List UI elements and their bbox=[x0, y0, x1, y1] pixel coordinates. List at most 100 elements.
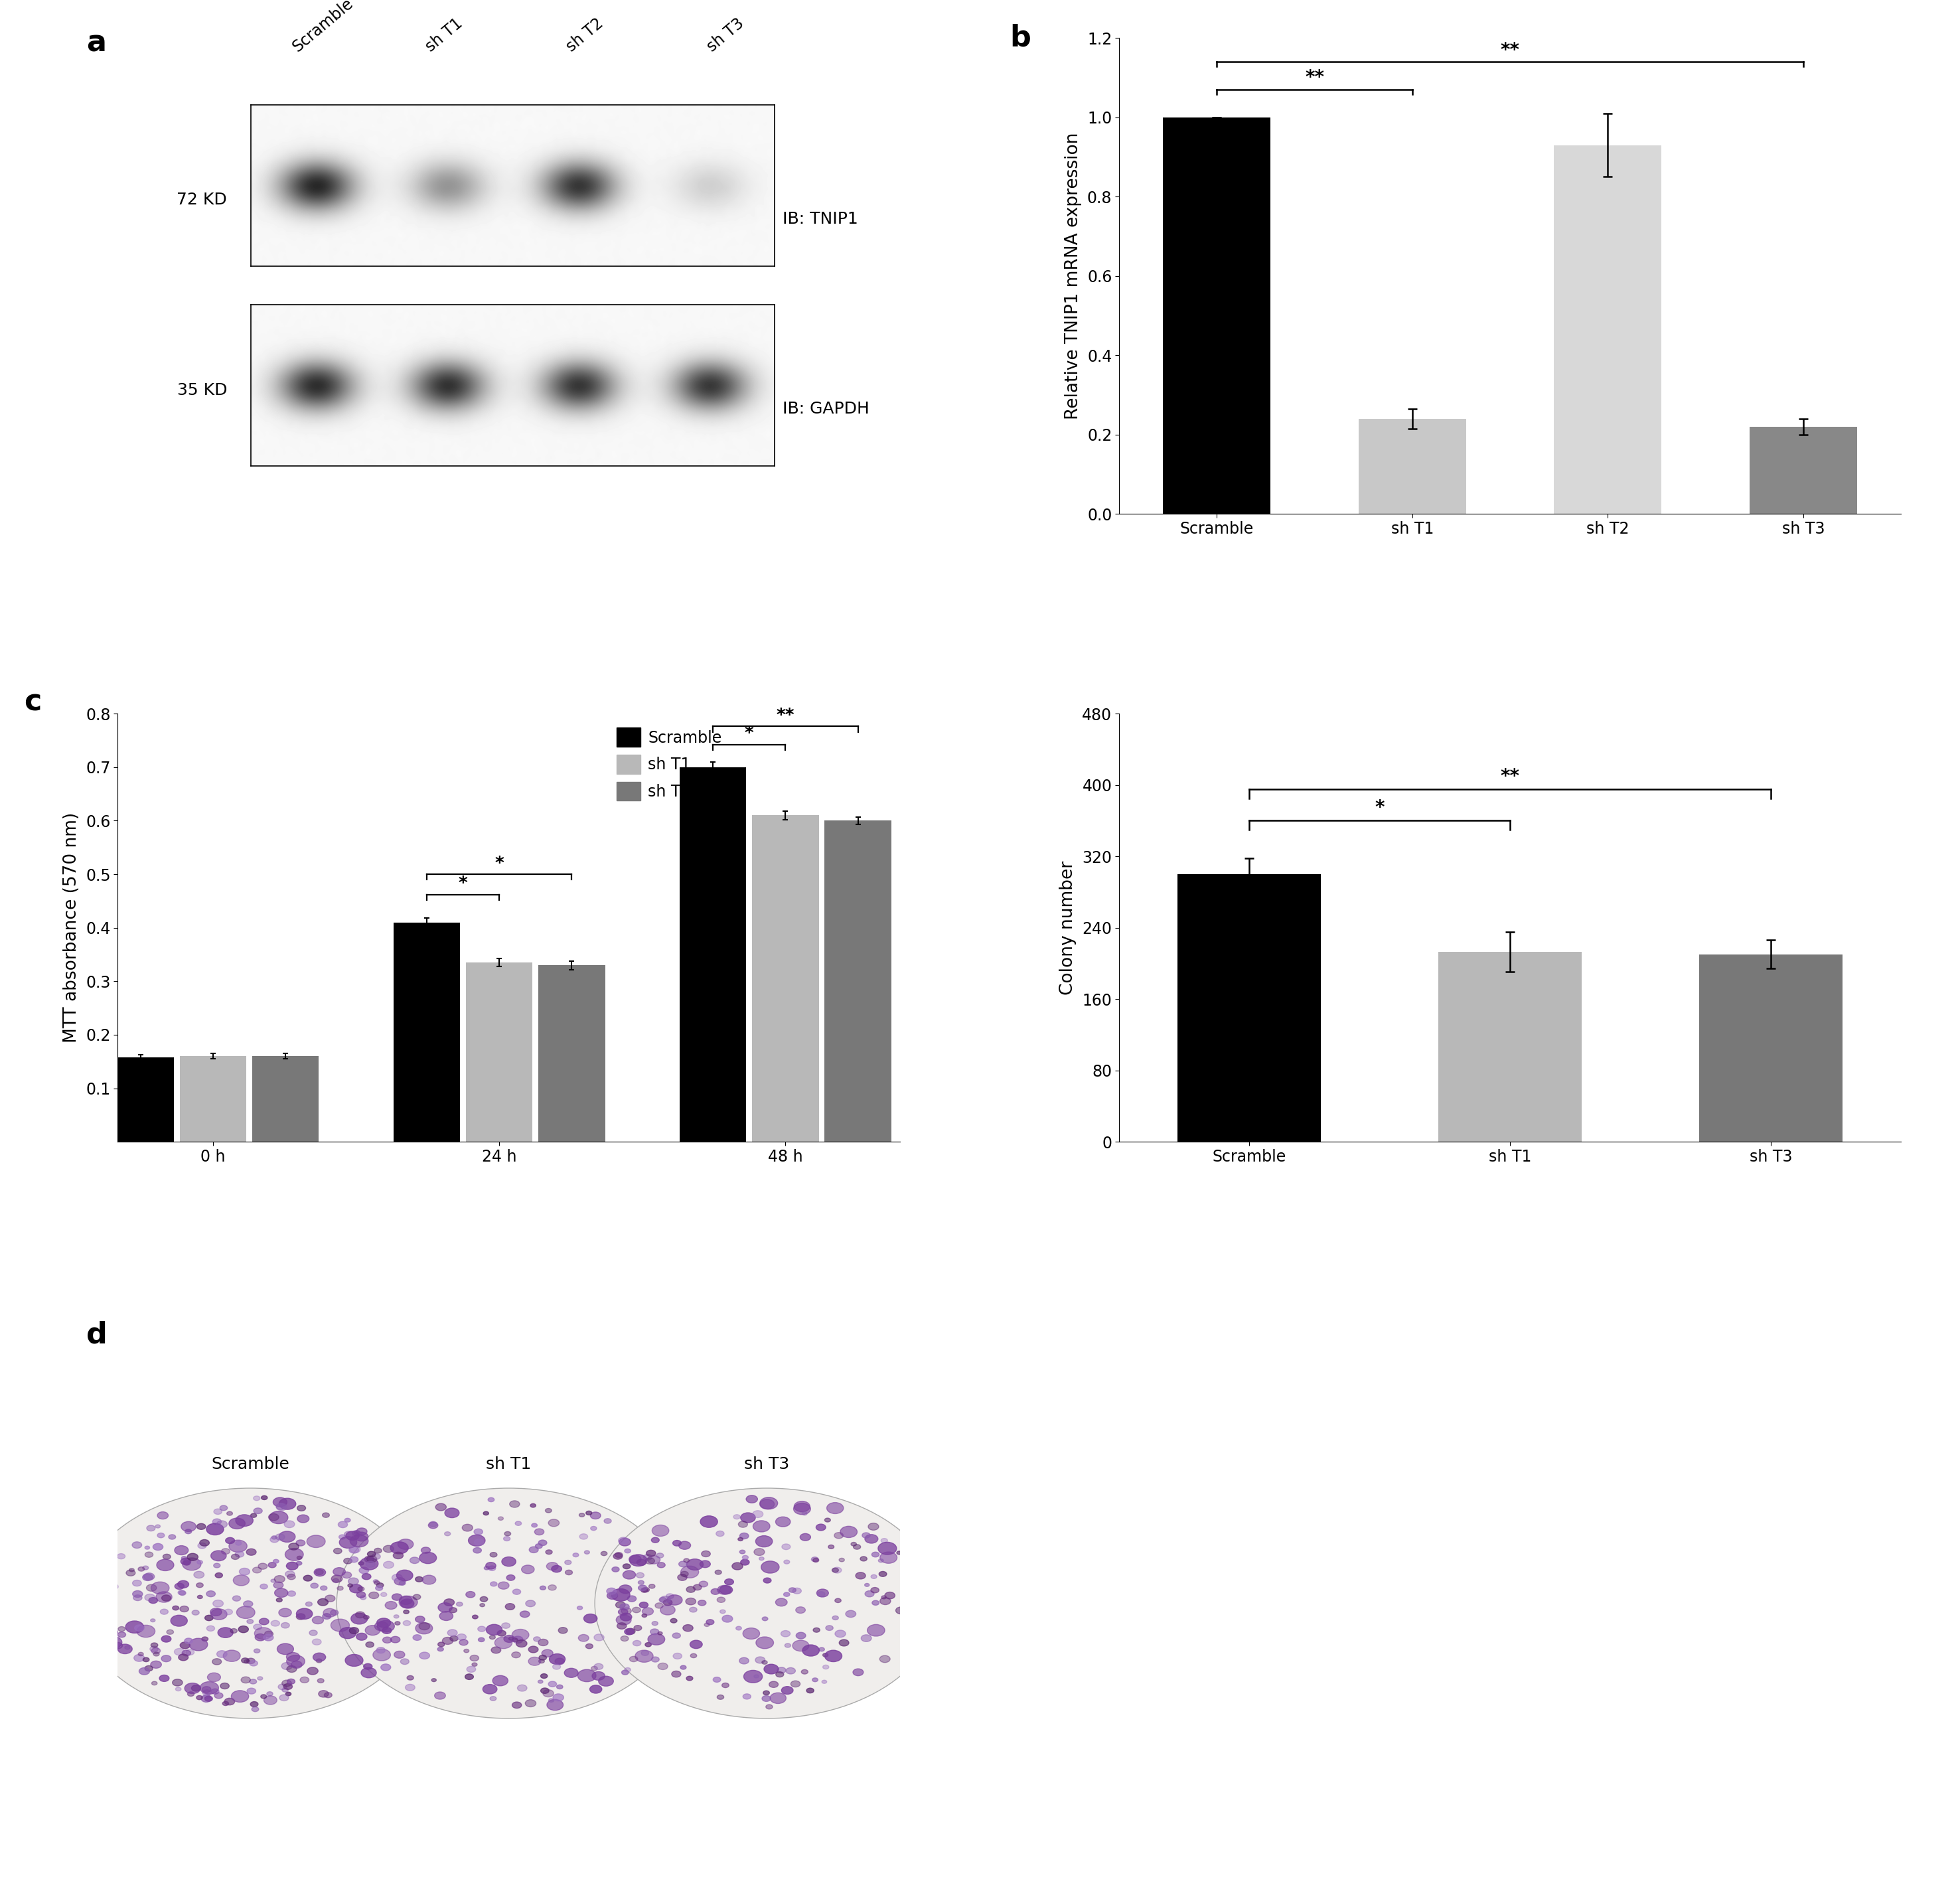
Circle shape bbox=[872, 1600, 880, 1606]
Circle shape bbox=[374, 1581, 380, 1585]
Circle shape bbox=[137, 1625, 155, 1637]
Circle shape bbox=[529, 1646, 539, 1652]
Circle shape bbox=[276, 1599, 282, 1602]
Circle shape bbox=[182, 1650, 190, 1656]
Circle shape bbox=[645, 1559, 655, 1564]
Circle shape bbox=[270, 1579, 276, 1583]
Circle shape bbox=[345, 1519, 351, 1522]
Circle shape bbox=[512, 1652, 521, 1658]
Circle shape bbox=[647, 1555, 661, 1564]
Circle shape bbox=[292, 1661, 302, 1669]
Circle shape bbox=[384, 1560, 394, 1568]
Circle shape bbox=[498, 1581, 510, 1589]
Circle shape bbox=[361, 1557, 378, 1570]
Circle shape bbox=[202, 1690, 212, 1696]
Circle shape bbox=[517, 1684, 527, 1692]
Circle shape bbox=[188, 1553, 198, 1560]
Circle shape bbox=[617, 1538, 629, 1543]
Circle shape bbox=[88, 1612, 94, 1616]
Circle shape bbox=[288, 1543, 298, 1549]
Circle shape bbox=[827, 1503, 843, 1513]
Circle shape bbox=[823, 1665, 829, 1669]
Circle shape bbox=[357, 1633, 367, 1640]
Circle shape bbox=[904, 1619, 921, 1633]
Circle shape bbox=[721, 1682, 729, 1688]
Circle shape bbox=[104, 1559, 110, 1562]
Bar bbox=[180, 1056, 247, 1142]
Circle shape bbox=[104, 1625, 114, 1633]
Circle shape bbox=[825, 1519, 831, 1522]
Circle shape bbox=[188, 1638, 208, 1650]
Circle shape bbox=[278, 1498, 296, 1509]
Circle shape bbox=[249, 1678, 257, 1684]
Circle shape bbox=[760, 1560, 780, 1574]
Circle shape bbox=[233, 1576, 249, 1585]
Circle shape bbox=[147, 1585, 157, 1591]
Circle shape bbox=[367, 1551, 376, 1557]
Circle shape bbox=[276, 1503, 286, 1511]
Circle shape bbox=[272, 1498, 286, 1507]
Circle shape bbox=[269, 1513, 278, 1520]
Circle shape bbox=[180, 1522, 196, 1532]
Circle shape bbox=[657, 1553, 664, 1559]
Circle shape bbox=[753, 1520, 770, 1532]
Circle shape bbox=[490, 1581, 498, 1587]
Circle shape bbox=[472, 1663, 476, 1667]
Circle shape bbox=[776, 1599, 788, 1606]
Circle shape bbox=[174, 1648, 184, 1656]
Circle shape bbox=[617, 1623, 627, 1629]
Circle shape bbox=[435, 1503, 447, 1511]
Circle shape bbox=[349, 1627, 359, 1635]
Circle shape bbox=[486, 1562, 496, 1570]
Circle shape bbox=[649, 1633, 664, 1644]
Circle shape bbox=[394, 1616, 400, 1618]
Circle shape bbox=[365, 1625, 380, 1635]
Circle shape bbox=[355, 1612, 365, 1618]
Circle shape bbox=[247, 1549, 257, 1555]
Circle shape bbox=[263, 1635, 272, 1640]
Circle shape bbox=[149, 1646, 159, 1652]
Circle shape bbox=[439, 1602, 453, 1612]
Circle shape bbox=[265, 1631, 272, 1637]
Circle shape bbox=[539, 1540, 547, 1545]
Circle shape bbox=[286, 1570, 294, 1578]
Circle shape bbox=[498, 1517, 504, 1520]
Circle shape bbox=[280, 1623, 290, 1629]
Circle shape bbox=[615, 1553, 623, 1557]
Circle shape bbox=[223, 1701, 229, 1705]
Circle shape bbox=[318, 1690, 329, 1697]
Text: a: a bbox=[86, 29, 106, 57]
Circle shape bbox=[645, 1642, 651, 1646]
Circle shape bbox=[800, 1534, 811, 1541]
Text: 72 KD: 72 KD bbox=[176, 192, 227, 207]
Circle shape bbox=[880, 1656, 890, 1663]
Circle shape bbox=[531, 1524, 537, 1528]
Circle shape bbox=[269, 1511, 288, 1524]
Circle shape bbox=[864, 1534, 878, 1543]
Circle shape bbox=[535, 1543, 543, 1549]
Circle shape bbox=[502, 1623, 510, 1629]
Circle shape bbox=[276, 1503, 286, 1509]
Circle shape bbox=[310, 1631, 318, 1635]
Circle shape bbox=[363, 1663, 372, 1669]
Circle shape bbox=[110, 1583, 118, 1589]
Circle shape bbox=[133, 1595, 141, 1600]
Circle shape bbox=[247, 1658, 255, 1663]
Text: IB: GAPDH: IB: GAPDH bbox=[782, 402, 870, 417]
Circle shape bbox=[396, 1570, 414, 1581]
Circle shape bbox=[811, 1557, 819, 1562]
Circle shape bbox=[817, 1591, 825, 1597]
Circle shape bbox=[172, 1678, 182, 1686]
Circle shape bbox=[249, 1661, 257, 1665]
Circle shape bbox=[474, 1528, 482, 1534]
Circle shape bbox=[276, 1644, 294, 1654]
Circle shape bbox=[784, 1560, 790, 1564]
Circle shape bbox=[478, 1627, 486, 1631]
Circle shape bbox=[200, 1540, 210, 1545]
Circle shape bbox=[486, 1625, 502, 1635]
Bar bbox=[1699, 955, 1842, 1142]
Circle shape bbox=[629, 1656, 637, 1661]
Circle shape bbox=[151, 1642, 159, 1648]
Circle shape bbox=[690, 1608, 698, 1612]
Circle shape bbox=[700, 1517, 717, 1528]
